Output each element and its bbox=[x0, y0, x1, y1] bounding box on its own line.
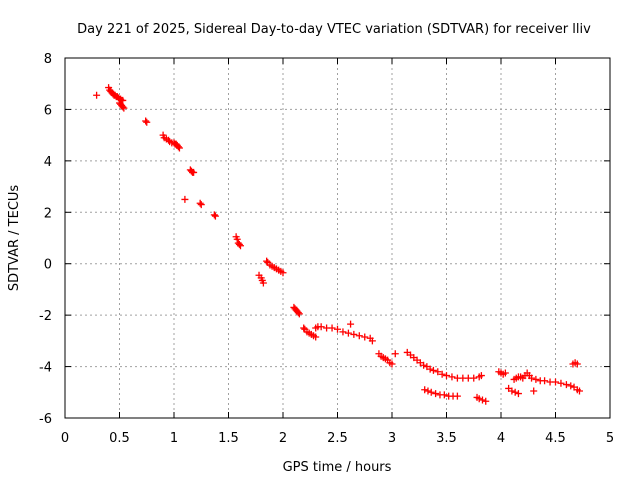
data-point bbox=[511, 388, 519, 396]
data-point bbox=[421, 386, 429, 394]
data-point bbox=[259, 279, 267, 287]
data-point bbox=[426, 365, 434, 373]
x-tick-label: 0 bbox=[61, 431, 69, 446]
data-point bbox=[236, 242, 244, 250]
data-point bbox=[482, 397, 490, 405]
data-point bbox=[475, 395, 483, 403]
y-tick-label: 0 bbox=[44, 258, 52, 273]
data-points bbox=[93, 84, 583, 405]
data-point bbox=[448, 373, 456, 381]
y-tick-label: 2 bbox=[44, 206, 52, 221]
data-point bbox=[211, 212, 219, 220]
data-point bbox=[470, 374, 478, 382]
data-point bbox=[427, 388, 435, 396]
data-point bbox=[541, 377, 549, 385]
y-tick-label: 8 bbox=[44, 52, 52, 67]
data-point bbox=[295, 310, 303, 318]
data-point bbox=[235, 240, 243, 248]
data-point bbox=[420, 361, 428, 369]
data-point bbox=[532, 375, 540, 383]
data-point bbox=[210, 211, 218, 219]
data-point bbox=[557, 379, 565, 387]
data-point bbox=[347, 320, 355, 328]
data-point bbox=[361, 333, 369, 341]
y-axis-label: SDTVAR / TECUs bbox=[7, 185, 22, 292]
data-point bbox=[294, 309, 302, 317]
data-point bbox=[478, 396, 486, 404]
data-point bbox=[328, 324, 336, 332]
y-tick-label: -4 bbox=[39, 361, 52, 376]
data-point bbox=[334, 325, 341, 333]
data-point bbox=[429, 366, 437, 374]
x-tick-label: 2 bbox=[279, 431, 287, 446]
y-tick-label: 6 bbox=[44, 103, 52, 118]
data-point bbox=[196, 199, 204, 207]
grid-lines bbox=[65, 58, 610, 418]
data-point bbox=[477, 372, 485, 380]
data-point bbox=[453, 392, 461, 400]
data-point bbox=[514, 390, 522, 398]
x-axis: 0 0.5 1 1.5 2 2.5 3 3.5 4 4.5 5 bbox=[61, 58, 614, 446]
data-point bbox=[279, 269, 287, 277]
data-point bbox=[562, 381, 570, 389]
x-tick-label: 1 bbox=[170, 431, 178, 446]
data-point bbox=[438, 370, 446, 378]
data-point bbox=[391, 350, 399, 358]
data-point bbox=[355, 332, 363, 340]
data-point bbox=[552, 378, 559, 386]
data-point bbox=[508, 387, 516, 395]
x-tick-label: 5 bbox=[606, 431, 614, 446]
data-point bbox=[233, 235, 241, 243]
data-point bbox=[440, 391, 448, 399]
data-point bbox=[120, 104, 128, 112]
x-tick-label: 0.5 bbox=[109, 431, 130, 446]
x-tick-label: 4.5 bbox=[545, 431, 566, 446]
x-axis-label: GPS time / hours bbox=[283, 460, 392, 475]
y-tick-label: -2 bbox=[39, 309, 52, 324]
data-point bbox=[528, 374, 536, 382]
data-point bbox=[142, 117, 150, 125]
data-point bbox=[432, 390, 440, 398]
data-point bbox=[424, 387, 432, 395]
data-point bbox=[350, 330, 358, 338]
data-point bbox=[575, 387, 583, 395]
data-point bbox=[197, 201, 205, 209]
data-point bbox=[339, 328, 347, 336]
x-tick-label: 3 bbox=[388, 431, 396, 446]
x-tick-label: 1.5 bbox=[218, 431, 239, 446]
y-axis: -6 -4 -2 0 2 4 6 8 bbox=[39, 52, 610, 427]
y-tick-label: 4 bbox=[44, 155, 52, 170]
data-point bbox=[434, 368, 442, 376]
data-point bbox=[317, 323, 325, 331]
data-point bbox=[175, 144, 183, 152]
data-point bbox=[368, 337, 376, 345]
data-point bbox=[573, 360, 581, 368]
data-point bbox=[119, 103, 127, 111]
data-point bbox=[567, 382, 575, 390]
data-point bbox=[300, 324, 308, 332]
data-point bbox=[501, 369, 509, 377]
data-point bbox=[174, 143, 182, 151]
data-point bbox=[93, 91, 101, 99]
chart-title: Day 221 of 2025, Sidereal Day-to-day VTE… bbox=[77, 22, 591, 37]
data-point bbox=[312, 333, 320, 341]
data-point bbox=[263, 257, 271, 265]
x-tick-label: 2.5 bbox=[327, 431, 348, 446]
data-point bbox=[181, 195, 189, 203]
data-point bbox=[190, 168, 198, 176]
x-tick-label: 3.5 bbox=[436, 431, 457, 446]
data-point bbox=[530, 387, 538, 395]
data-point bbox=[388, 360, 396, 368]
data-point bbox=[344, 329, 352, 337]
y-tick-label: -6 bbox=[39, 412, 52, 427]
data-point bbox=[143, 118, 151, 126]
x-tick-label: 4 bbox=[497, 431, 505, 446]
data-point bbox=[443, 372, 450, 380]
